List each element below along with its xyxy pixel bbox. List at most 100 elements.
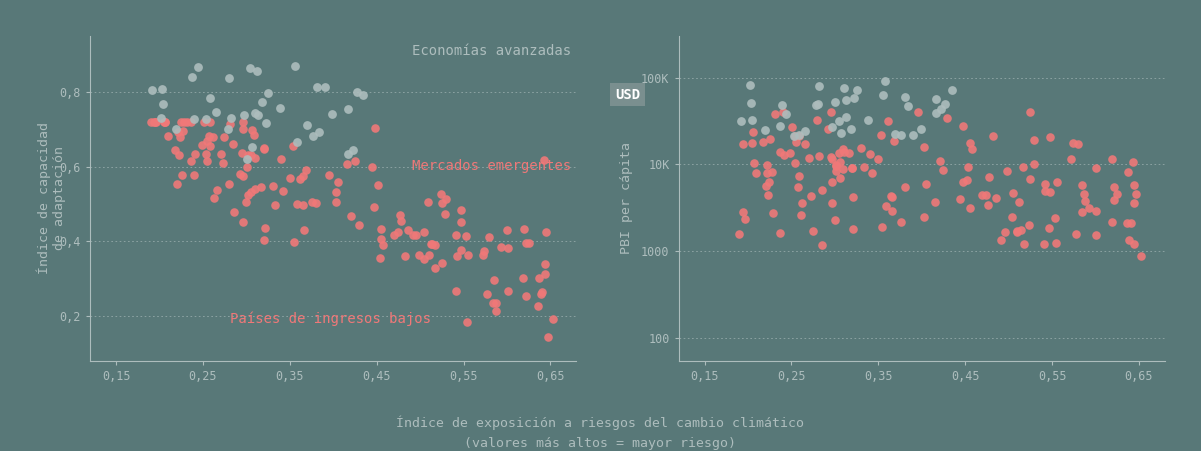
Point (243, 143, 262, 150)
Point (785, 132, 805, 139)
Point (303, 198, 322, 205)
Point (883, 193, 902, 200)
Point (241, 152, 261, 159)
Point (809, 153, 829, 160)
Point (1034, 240, 1053, 247)
Point (327, 188, 346, 195)
Point (754, 139, 773, 146)
Point (747, 169, 766, 176)
Point (800, 155, 819, 162)
Point (873, 91, 892, 98)
Point (1105, 197, 1124, 204)
Point (293, 202, 312, 209)
Point (976, 192, 996, 199)
Point (891, 219, 910, 226)
Point (147, 118, 166, 125)
Point (759, 178, 778, 185)
Point (789, 172, 808, 179)
Point (538, 333, 557, 340)
Point (220, 74, 239, 81)
Point (364, 203, 383, 211)
Point (270, 105, 289, 112)
Point (1063, 140, 1082, 147)
Point (452, 247, 471, 254)
Point (1118, 169, 1137, 176)
Point (198, 157, 217, 165)
Point (255, 236, 274, 244)
Point (166, 146, 185, 153)
Point (245, 132, 264, 139)
Point (536, 260, 555, 267)
Text: Índice de exposición a riesgos del cambio climático
(valores más altos = mayor r: Índice de exposición a riesgos del cambi… (396, 416, 805, 450)
Point (895, 184, 914, 191)
Point (347, 88, 366, 95)
Point (399, 227, 418, 234)
Point (1040, 134, 1059, 141)
Point (215, 133, 234, 141)
Point (1105, 183, 1124, 190)
Point (830, 149, 849, 156)
Point (447, 288, 466, 295)
Point (395, 253, 414, 260)
Point (862, 169, 882, 176)
Point (458, 319, 477, 326)
Point (885, 130, 904, 138)
Point (1046, 239, 1065, 246)
Point (1107, 190, 1127, 198)
Text: USD: USD (615, 87, 640, 101)
Point (345, 157, 364, 165)
Point (813, 241, 832, 249)
Point (327, 198, 346, 205)
Point (979, 201, 998, 208)
Point (1062, 155, 1081, 162)
Point (414, 228, 434, 235)
Point (962, 145, 981, 152)
Point (431, 190, 450, 197)
Point (231, 170, 250, 178)
Point (343, 147, 363, 154)
Point (184, 115, 203, 123)
Point (791, 212, 811, 219)
Point (842, 165, 861, 172)
Point (829, 117, 848, 124)
Point (771, 123, 790, 130)
Point (172, 172, 191, 179)
Point (450, 219, 470, 226)
Point (178, 118, 197, 125)
Point (960, 205, 979, 212)
Point (1103, 219, 1122, 226)
Point (154, 118, 173, 125)
Point (155, 118, 174, 125)
Point (755, 126, 775, 133)
Point (926, 198, 945, 205)
Point (885, 137, 904, 144)
Point (854, 163, 873, 170)
Point (952, 122, 972, 129)
Point (536, 228, 555, 235)
Point (938, 115, 957, 122)
Point (1087, 165, 1106, 172)
Point (217, 126, 237, 133)
Point (207, 109, 226, 116)
Point (384, 232, 404, 239)
Point (1131, 252, 1151, 259)
Point (363, 164, 382, 171)
Point (436, 210, 455, 217)
Point (821, 199, 841, 206)
Point (294, 226, 313, 234)
Point (341, 212, 360, 220)
Point (1021, 109, 1040, 116)
Point (836, 96, 855, 103)
Point (743, 129, 763, 136)
Point (835, 84, 854, 92)
Point (843, 165, 862, 172)
Point (844, 95, 864, 102)
Point (256, 120, 275, 127)
Point (258, 89, 277, 97)
Point (1008, 228, 1027, 235)
Point (369, 181, 388, 189)
Point (758, 169, 777, 176)
Y-axis label: Índice de capacidad
de adaptación: Índice de capacidad de adaptación (36, 122, 66, 275)
Point (936, 101, 955, 108)
Point (860, 150, 879, 157)
